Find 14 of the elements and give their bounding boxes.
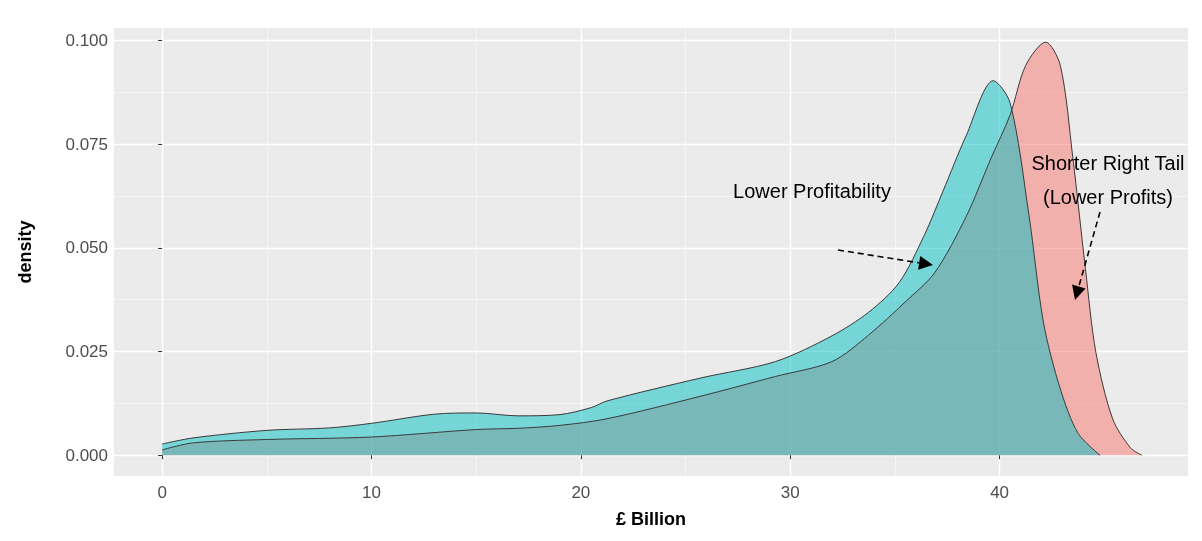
y-tick-label: 0.100 [65, 30, 108, 50]
y-axis-title: density [15, 220, 35, 284]
y-tick-label: 0.050 [65, 238, 108, 258]
x-tick-label: 0 [157, 483, 167, 502]
x-tick-label: 20 [571, 483, 591, 502]
y-tick-label: 0.075 [65, 134, 108, 154]
annotation: Lower Profitability [733, 180, 891, 202]
y-tick-label: 0.025 [65, 342, 108, 362]
annotation: Shorter Right Tail (Lower Profits) [1031, 152, 1185, 208]
x-tick-label: 10 [362, 483, 381, 502]
x-tick-label: 40 [990, 483, 1010, 502]
x-axis-title: £ Billion [615, 509, 687, 529]
x-tick-label: 30 [780, 483, 800, 502]
y-tick-label: 0.000 [65, 445, 108, 465]
